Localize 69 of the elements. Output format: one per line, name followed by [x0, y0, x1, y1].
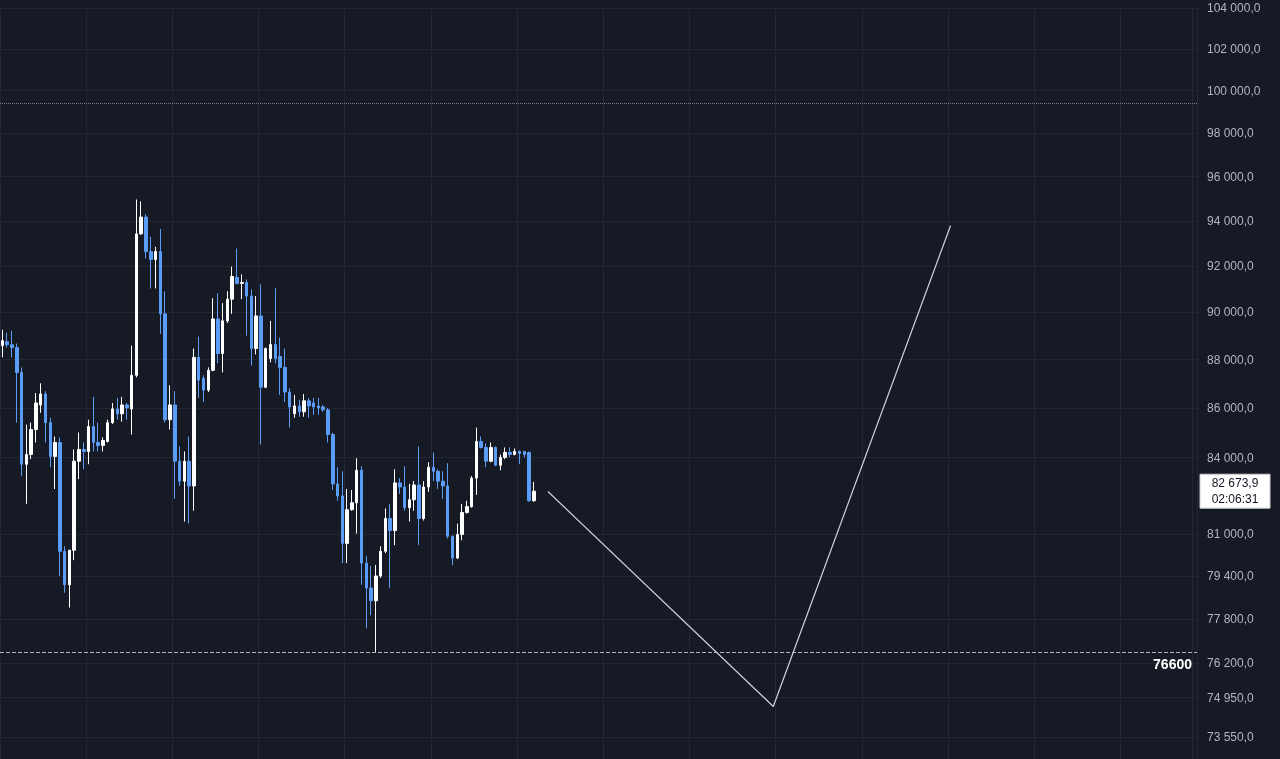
candlestick — [393, 468, 397, 546]
candlestick — [125, 402, 129, 421]
candlestick — [259, 283, 263, 445]
y-tick-label: 104 000,0 — [1207, 1, 1261, 15]
candlestick — [235, 248, 239, 285]
y-tick-label: 94 000,0 — [1207, 213, 1255, 228]
y-tick-label: 102 000,0 — [1207, 41, 1261, 56]
candlestick — [1, 329, 4, 358]
y-tick-label: 92 000,0 — [1207, 259, 1255, 274]
candlestick — [422, 480, 425, 522]
y-tick-label: 98 000,0 — [1207, 126, 1255, 141]
candlestick — [87, 419, 90, 465]
candlestick — [154, 246, 157, 289]
candlestick — [245, 278, 248, 337]
y-tick-label: 73 550,0 — [1207, 730, 1255, 745]
candlestick — [494, 445, 497, 467]
candlestick — [527, 450, 531, 503]
candlestick — [130, 345, 133, 436]
candlestick — [427, 461, 430, 493]
candlestick — [44, 390, 47, 443]
candlestick — [360, 465, 363, 586]
candlestick — [341, 470, 344, 564]
candlestick — [202, 374, 205, 403]
candlestick — [384, 507, 387, 554]
candlestick — [293, 394, 296, 419]
candlestick — [250, 288, 253, 366]
candlestick — [53, 435, 57, 490]
candlestick — [489, 441, 493, 463]
y-tick-label: 74 950,0 — [1207, 690, 1255, 705]
candlestick — [173, 390, 177, 500]
candlestick — [307, 397, 311, 419]
candlestick — [302, 393, 306, 418]
candlestick — [116, 397, 119, 421]
candlestick — [168, 384, 172, 431]
y-tick-label: 76 200,0 — [1207, 655, 1255, 670]
y-tick-label: 84 000,0 — [1207, 450, 1255, 465]
candlestick — [269, 320, 272, 363]
y-tick-label: 79 400,0 — [1207, 569, 1255, 584]
candlestick — [475, 427, 478, 496]
y-tick-label: 77 800,0 — [1207, 612, 1255, 627]
candlestick — [518, 449, 521, 465]
y-tick-label: 88 000,0 — [1207, 352, 1255, 367]
candlestick — [197, 336, 200, 399]
ref-line-label: 76600 — [1153, 655, 1193, 672]
candlestick — [120, 396, 124, 423]
candlestick — [183, 450, 186, 523]
candlestick — [187, 435, 191, 525]
candlestick — [49, 417, 52, 468]
y-tick-label: 81 000,0 — [1207, 527, 1255, 542]
y-tick-label: 90 000,0 — [1207, 305, 1255, 320]
candlestick — [82, 441, 86, 470]
candlestick — [192, 348, 196, 512]
candlestick — [417, 445, 421, 546]
candlestick — [216, 292, 220, 364]
candlestick — [240, 273, 244, 300]
candlestick — [254, 295, 258, 355]
candlestick — [111, 402, 114, 425]
candlestick — [451, 534, 454, 566]
y-tick-label: 96 000,0 — [1207, 169, 1255, 184]
candlestick — [508, 446, 512, 458]
candlestick — [388, 503, 392, 589]
y-tick-label: 100 000,0 — [1207, 83, 1261, 98]
candlestick — [298, 399, 301, 418]
candlestick — [513, 447, 516, 456]
candlestick — [532, 481, 536, 503]
candlestick — [221, 302, 224, 373]
text: 82 673,9 02:06:31 — [1211, 476, 1259, 507]
y-tick-label: 86 000,0 — [1207, 401, 1255, 416]
candlestick — [264, 347, 267, 389]
